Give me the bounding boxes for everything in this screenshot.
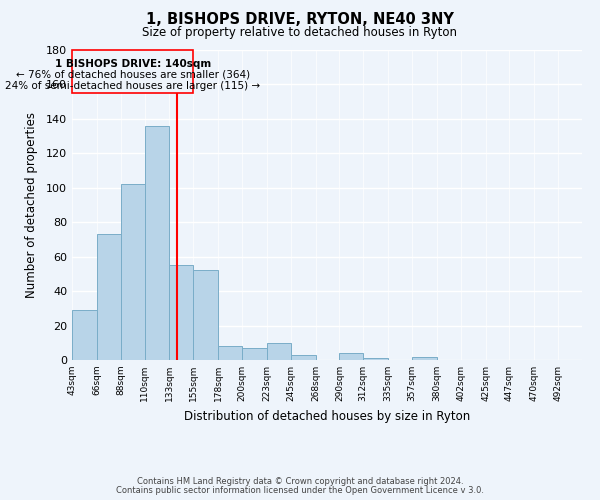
Y-axis label: Number of detached properties: Number of detached properties	[25, 112, 38, 298]
Bar	[267, 343, 291, 360]
Bar	[121, 184, 145, 360]
Text: Contains public sector information licensed under the Open Government Licence v : Contains public sector information licen…	[116, 486, 484, 495]
Text: 1 BISHOPS DRIVE: 140sqm: 1 BISHOPS DRIVE: 140sqm	[55, 58, 211, 68]
Bar	[363, 358, 388, 360]
X-axis label: Distribution of detached houses by size in Ryton: Distribution of detached houses by size …	[184, 410, 470, 422]
Text: 24% of semi-detached houses are larger (115) →: 24% of semi-detached houses are larger (…	[5, 81, 260, 91]
Text: Contains HM Land Registry data © Crown copyright and database right 2024.: Contains HM Land Registry data © Crown c…	[137, 477, 463, 486]
Bar	[145, 126, 169, 360]
Bar	[340, 353, 363, 360]
Text: 1, BISHOPS DRIVE, RYTON, NE40 3NY: 1, BISHOPS DRIVE, RYTON, NE40 3NY	[146, 12, 454, 28]
Bar	[169, 266, 193, 360]
Bar	[72, 310, 97, 360]
Bar	[97, 234, 121, 360]
Bar	[193, 270, 218, 360]
Text: ← 76% of detached houses are smaller (364): ← 76% of detached houses are smaller (36…	[16, 70, 250, 80]
Bar	[218, 346, 242, 360]
Bar	[242, 348, 267, 360]
Text: Size of property relative to detached houses in Ryton: Size of property relative to detached ho…	[143, 26, 458, 39]
FancyBboxPatch shape	[72, 50, 193, 93]
Bar	[291, 355, 316, 360]
Bar	[412, 356, 437, 360]
